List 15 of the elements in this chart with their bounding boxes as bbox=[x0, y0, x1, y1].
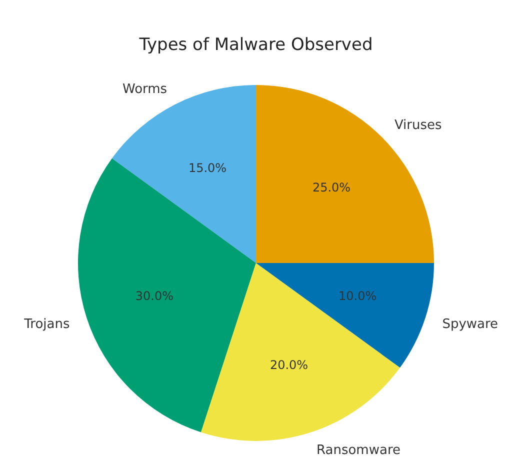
chart-title: Types of Malware Observed bbox=[138, 35, 373, 55]
data-label: 15.0% bbox=[188, 161, 227, 176]
slice-label: Worms bbox=[122, 82, 168, 98]
slice-label: Trojans bbox=[23, 317, 70, 332]
data-label: 25.0% bbox=[312, 180, 351, 195]
pie-slice bbox=[78, 158, 256, 432]
data-label: 10.0% bbox=[338, 289, 377, 304]
data-label: 30.0% bbox=[135, 289, 174, 304]
pie-slice bbox=[256, 263, 434, 368]
pie-slice bbox=[200, 263, 400, 441]
slice-label: Viruses bbox=[394, 118, 442, 134]
slice-label: Ransomware bbox=[316, 442, 401, 457]
slice-label: Spyware bbox=[442, 317, 498, 332]
data-label: 20.0% bbox=[270, 358, 308, 372]
pie-slice bbox=[112, 85, 256, 263]
